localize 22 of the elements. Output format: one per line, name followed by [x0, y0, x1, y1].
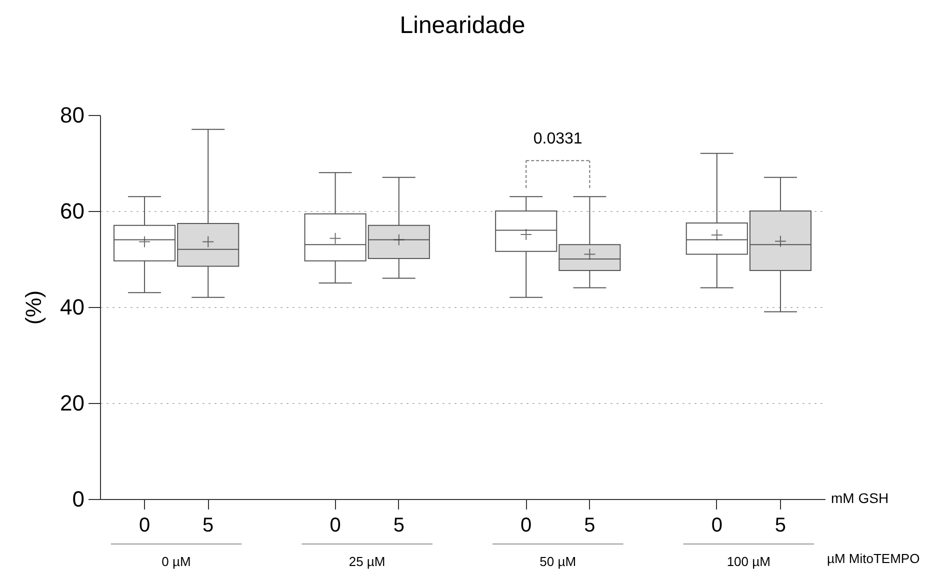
y-tick-label: 60	[60, 198, 84, 224]
annotation: 0.0331	[533, 130, 582, 148]
text: 25 µM	[348, 554, 386, 569]
x-tick-label: 0	[520, 514, 532, 536]
text: 50 µM	[540, 554, 576, 569]
y-axis-title: (%)	[21, 290, 46, 325]
x-tick-label: 0	[711, 514, 722, 536]
x-tick-label: 0	[330, 514, 341, 536]
y-tick-label: 20	[60, 390, 84, 416]
y-tick-label: 40	[60, 294, 84, 320]
text: 100 µM	[726, 554, 770, 569]
x-tick-label: 5	[202, 514, 214, 536]
x-tick-label: 0	[138, 514, 150, 536]
x-tick-label: 5	[393, 514, 404, 536]
text: µM MitoTEMPO	[827, 551, 920, 566]
x-tick-label: 5	[584, 514, 596, 536]
chart-title: Linearidade	[400, 12, 526, 39]
x-tick-label: 5	[774, 514, 786, 536]
text: 0 µM	[162, 554, 191, 569]
y-tick-label: 0	[72, 486, 84, 512]
y-tick-label: 80	[60, 102, 84, 128]
x-axis-title: mM GSH	[831, 490, 889, 506]
